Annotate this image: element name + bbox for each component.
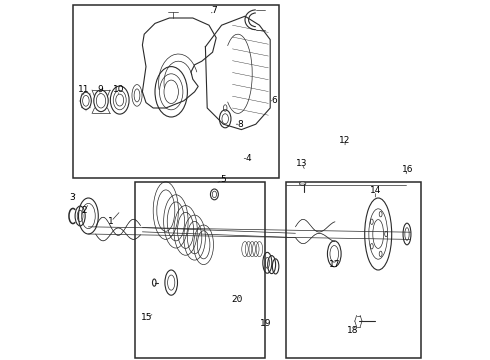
- Text: 3: 3: [69, 194, 75, 202]
- Text: 4: 4: [246, 154, 251, 163]
- Text: 15: 15: [141, 313, 153, 322]
- Text: 18: 18: [346, 326, 358, 335]
- Text: 12: 12: [340, 136, 351, 145]
- Text: 17: 17: [328, 260, 340, 269]
- Text: 19: 19: [260, 319, 271, 328]
- Text: 1: 1: [108, 217, 114, 226]
- Ellipse shape: [299, 182, 306, 185]
- Text: 6: 6: [271, 96, 277, 105]
- Text: 8: 8: [238, 120, 244, 129]
- Text: 16: 16: [402, 165, 414, 174]
- Text: 11: 11: [78, 85, 90, 94]
- Text: 9: 9: [97, 85, 103, 94]
- Text: 10: 10: [113, 85, 124, 94]
- Text: 20: 20: [231, 295, 243, 304]
- Text: 7: 7: [212, 6, 217, 15]
- Text: 14: 14: [369, 186, 381, 195]
- Text: 2: 2: [81, 206, 87, 215]
- Text: 13: 13: [296, 159, 308, 168]
- Text: 5: 5: [220, 175, 225, 184]
